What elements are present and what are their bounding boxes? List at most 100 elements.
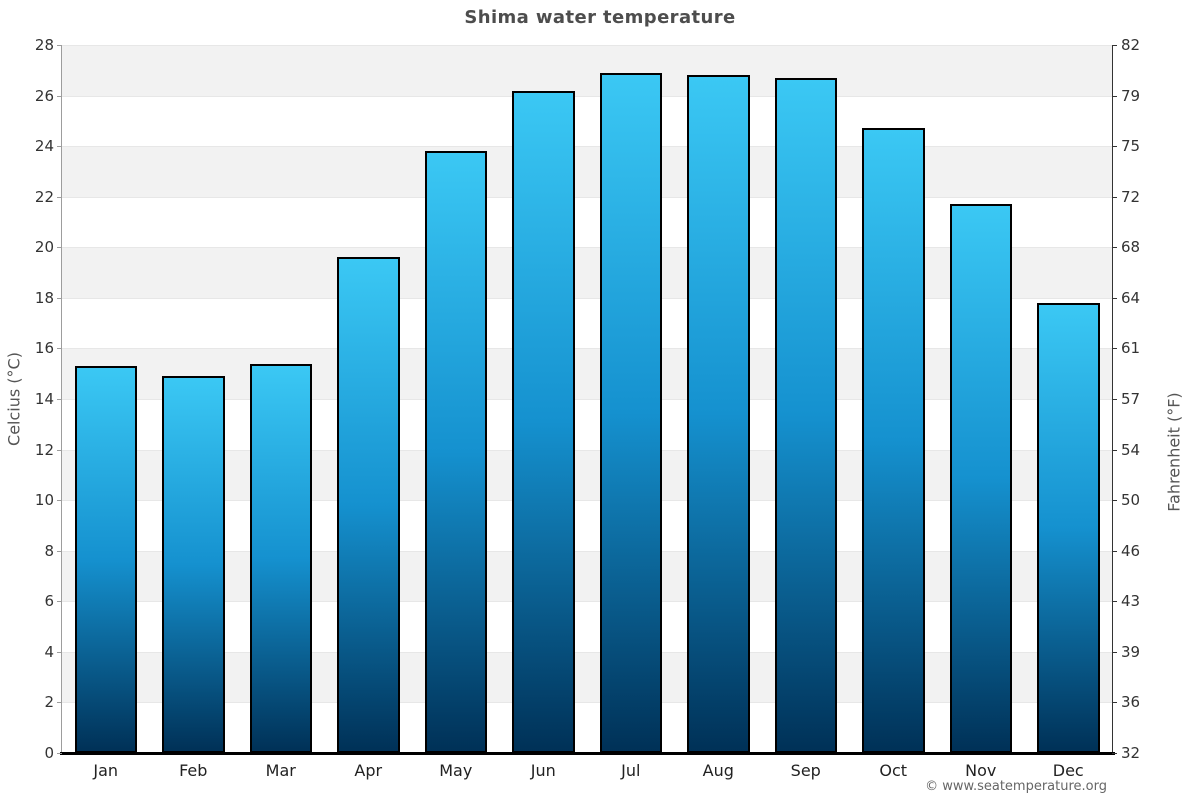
y-tick-mark — [1112, 45, 1117, 46]
y-tick-label-celsius: 14 — [34, 390, 54, 408]
y-tick-label-fahrenheit: 39 — [1121, 642, 1141, 661]
y-tick-label-fahrenheit: 32 — [1121, 744, 1141, 762]
y-tick-label-fahrenheit: 61 — [1121, 339, 1141, 358]
y-tick-mark — [57, 550, 62, 552]
x-tick-label-jan: Jan — [93, 761, 119, 780]
y-tick-label-celsius: 4 — [44, 642, 54, 661]
bar-sep — [774, 77, 837, 753]
y-tick-mark — [57, 45, 62, 46]
plot-band — [62, 247, 1112, 298]
y-tick-label-celsius: 8 — [44, 541, 54, 560]
y-tick-label-celsius: 10 — [34, 491, 54, 510]
plot-band — [62, 601, 1112, 652]
y-tick-label-fahrenheit: 79 — [1121, 86, 1141, 105]
y-tick-mark — [57, 247, 62, 249]
y-tick-label-fahrenheit: 68 — [1121, 238, 1141, 257]
bar-apr — [337, 257, 400, 753]
y-tick-mark — [57, 500, 62, 502]
y-tick-mark — [57, 297, 62, 299]
y-tick-label-fahrenheit: 43 — [1121, 592, 1141, 611]
plot-band — [62, 702, 1112, 753]
y-tick-label-celsius: 18 — [34, 288, 54, 307]
chart-title: Shima water temperature — [464, 7, 736, 28]
y-tick-label-fahrenheit: 50 — [1121, 491, 1141, 510]
y-tick-mark — [57, 449, 62, 451]
y-tick-mark — [1112, 348, 1117, 350]
y-tick-mark — [1112, 297, 1117, 299]
y-tick-mark — [57, 196, 62, 198]
x-tick-label-jul: Jul — [621, 761, 641, 780]
y-tick-label-fahrenheit: 82 — [1121, 36, 1141, 54]
plot-band — [62, 449, 1112, 501]
plot-band — [62, 297, 1112, 349]
y-tick-label-celsius: 2 — [44, 693, 54, 712]
y-tick-mark — [57, 651, 62, 653]
y-tick-mark — [1112, 550, 1117, 552]
y-tick-mark — [1112, 146, 1117, 148]
bar-nov — [949, 204, 1012, 753]
x-tick-label-may: May — [439, 761, 473, 780]
y-tick-label-fahrenheit: 46 — [1121, 541, 1141, 560]
y-tick-label-celsius: 24 — [34, 137, 54, 156]
plot-band — [62, 45, 1112, 96]
plot-area — [62, 45, 1112, 753]
y-tick-label-celsius: 22 — [34, 187, 54, 206]
y-tick-label-fahrenheit: 54 — [1121, 440, 1141, 459]
bar-may — [424, 151, 487, 753]
x-tick-label-nov: Nov — [965, 761, 997, 780]
plot-band — [62, 95, 1112, 147]
x-tick-label-aug: Aug — [702, 761, 734, 780]
bar-dec — [1037, 302, 1100, 753]
y-tick-label-celsius: 16 — [34, 339, 54, 358]
plot-band — [62, 348, 1112, 399]
y-tick-mark — [1112, 702, 1117, 704]
x-tick-label-mar: Mar — [265, 761, 296, 780]
y-tick-mark — [1112, 247, 1117, 249]
y-tick-mark — [1112, 601, 1117, 603]
attribution-link[interactable]: © www.seatemperature.org — [925, 779, 1107, 794]
y-tick-mark — [57, 146, 62, 148]
y-tick-mark — [1112, 449, 1117, 451]
bar-jun — [512, 90, 575, 753]
x-axis-line — [60, 752, 1115, 755]
y-tick-label-fahrenheit: 75 — [1121, 137, 1141, 156]
bar-jan — [74, 366, 137, 753]
y-tick-mark — [1112, 753, 1117, 754]
plot-band — [62, 196, 1112, 248]
plot-band — [62, 146, 1112, 197]
y-tick-label-fahrenheit: 36 — [1121, 693, 1141, 712]
y-tick-label-fahrenheit: 64 — [1121, 288, 1141, 307]
bar-jul — [599, 72, 662, 753]
y-tick-mark — [57, 601, 62, 603]
y-tick-label-fahrenheit: 72 — [1121, 187, 1141, 206]
x-tick-label-feb: Feb — [179, 761, 208, 780]
y-tick-mark — [1112, 500, 1117, 502]
x-tick-label-jun: Jun — [530, 761, 556, 780]
y-tick-label-celsius: 0 — [44, 744, 54, 762]
x-tick-label-sep: Sep — [790, 761, 821, 780]
y-tick-mark — [1112, 95, 1117, 97]
y-tick-mark — [57, 95, 62, 97]
bar-oct — [862, 128, 925, 753]
y-tick-label-fahrenheit: 57 — [1121, 390, 1141, 408]
y-tick-mark — [1112, 399, 1117, 400]
plot-band — [62, 399, 1112, 450]
y-tick-label-celsius: 20 — [34, 238, 54, 257]
y-tick-label-celsius: 6 — [44, 592, 54, 611]
plot-band — [62, 500, 1112, 551]
y-tick-mark — [57, 753, 62, 754]
x-tick-label-dec: Dec — [1052, 761, 1084, 780]
bar-mar — [249, 363, 312, 753]
y-tick-mark — [1112, 651, 1117, 653]
y-tick-mark — [57, 399, 62, 400]
bar-aug — [687, 75, 750, 753]
bar-feb — [162, 376, 225, 753]
x-tick-label-oct: Oct — [879, 761, 908, 780]
y-tick-label-celsius: 26 — [34, 86, 54, 105]
y-tick-mark — [57, 348, 62, 350]
y-tick-label-celsius: 28 — [34, 36, 54, 54]
y-tick-label-celsius: 12 — [34, 440, 54, 459]
plot-band — [62, 550, 1112, 602]
y-tick-mark — [1112, 196, 1117, 198]
